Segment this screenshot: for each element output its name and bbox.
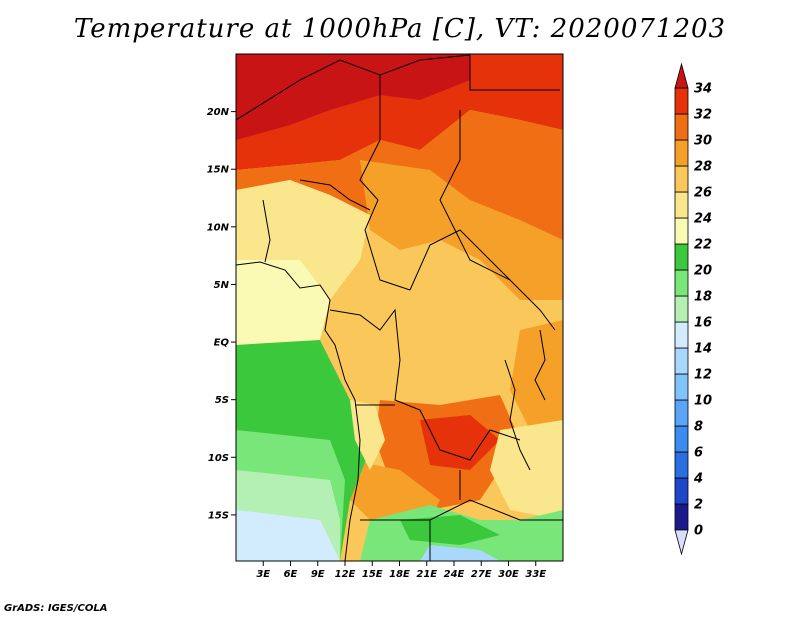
y-tick-label: 15S (208, 510, 229, 521)
colorbar-segment (674, 347, 689, 375)
colorbar-segment (674, 217, 689, 245)
borders (236, 54, 563, 561)
colorbar-label: 32 (694, 108, 712, 123)
x-tick-label: 12E (335, 569, 356, 580)
y-tick-label: 15N (207, 165, 230, 176)
colorbar-label: 18 (694, 290, 712, 305)
colorbar-label: 28 (694, 160, 712, 175)
colorbar-segment (674, 243, 689, 271)
colorbar-label: 34 (694, 82, 712, 97)
y-tick-label: 5S (215, 395, 229, 406)
colorbar-label: 0 (694, 524, 703, 539)
colorbar-segment (674, 113, 689, 141)
colorbar-label: 4 (693, 472, 703, 487)
y-tick-label: 20N (207, 107, 230, 118)
x-tick-label: 24E (444, 569, 465, 580)
colorbar-label: 22 (694, 238, 712, 253)
colorbar-segment (674, 451, 689, 479)
colorbar-segment (674, 399, 689, 427)
y-axis: 20N 15N 10N 5N EQ 5S 10S 15S (207, 107, 236, 521)
colorbar-segment (674, 87, 689, 115)
y-tick-label: 10S (208, 453, 229, 464)
colorbar-segment (674, 503, 689, 531)
colorbar-label: 30 (694, 134, 712, 149)
x-tick-label: 27E (471, 569, 492, 580)
x-tick-label: 33E (525, 569, 546, 580)
x-axis: 3E 6E 9E 12E 15E 18E 21E 24E 27E 30E 33E (256, 561, 546, 580)
colorbar-over-triangle (674, 62, 689, 89)
x-tick-label: 9E (311, 569, 325, 580)
colorbar-label: 10 (694, 394, 712, 409)
x-tick-label: 3E (256, 569, 270, 580)
temperature-field (236, 54, 563, 561)
colorbar-label: 8 (694, 420, 703, 435)
credit-label: GrADS: IGES/COLA (4, 603, 108, 614)
colorbar-segment (674, 425, 689, 453)
colorbar-segment (674, 191, 689, 219)
colorbar-segment (674, 295, 689, 323)
x-tick-label: 15E (362, 569, 383, 580)
colorbar-label: 6 (694, 446, 703, 461)
y-tick-label: 5N (214, 280, 230, 291)
y-tick-label: 10N (207, 222, 230, 233)
colorbar-segment (674, 165, 689, 193)
y-tick-label: EQ (214, 338, 230, 349)
colorbar-segment (674, 373, 689, 401)
colorbar-segment (674, 477, 689, 505)
colorbar-label: 14 (694, 342, 712, 357)
colorbar-label: 24 (694, 212, 712, 227)
x-tick-label: 6E (284, 569, 298, 580)
colorbar-label: 26 (694, 186, 712, 201)
colorbar-segment (674, 321, 689, 349)
colorbar-label: 12 (694, 368, 712, 383)
map-title: Temperature at 1000hPa [C], VT: 20200712… (73, 14, 727, 44)
colorbar-label: 2 (694, 498, 703, 513)
colorbar-segment (674, 139, 689, 167)
x-tick-label: 21E (416, 569, 437, 580)
colorbar-under-triangle (674, 529, 689, 556)
colorbar-label: 20 (694, 264, 712, 279)
colorbar-label: 16 (694, 316, 712, 331)
colorbar-segment (674, 269, 689, 297)
x-tick-label: 18E (389, 569, 410, 580)
x-tick-label: 30E (498, 569, 519, 580)
